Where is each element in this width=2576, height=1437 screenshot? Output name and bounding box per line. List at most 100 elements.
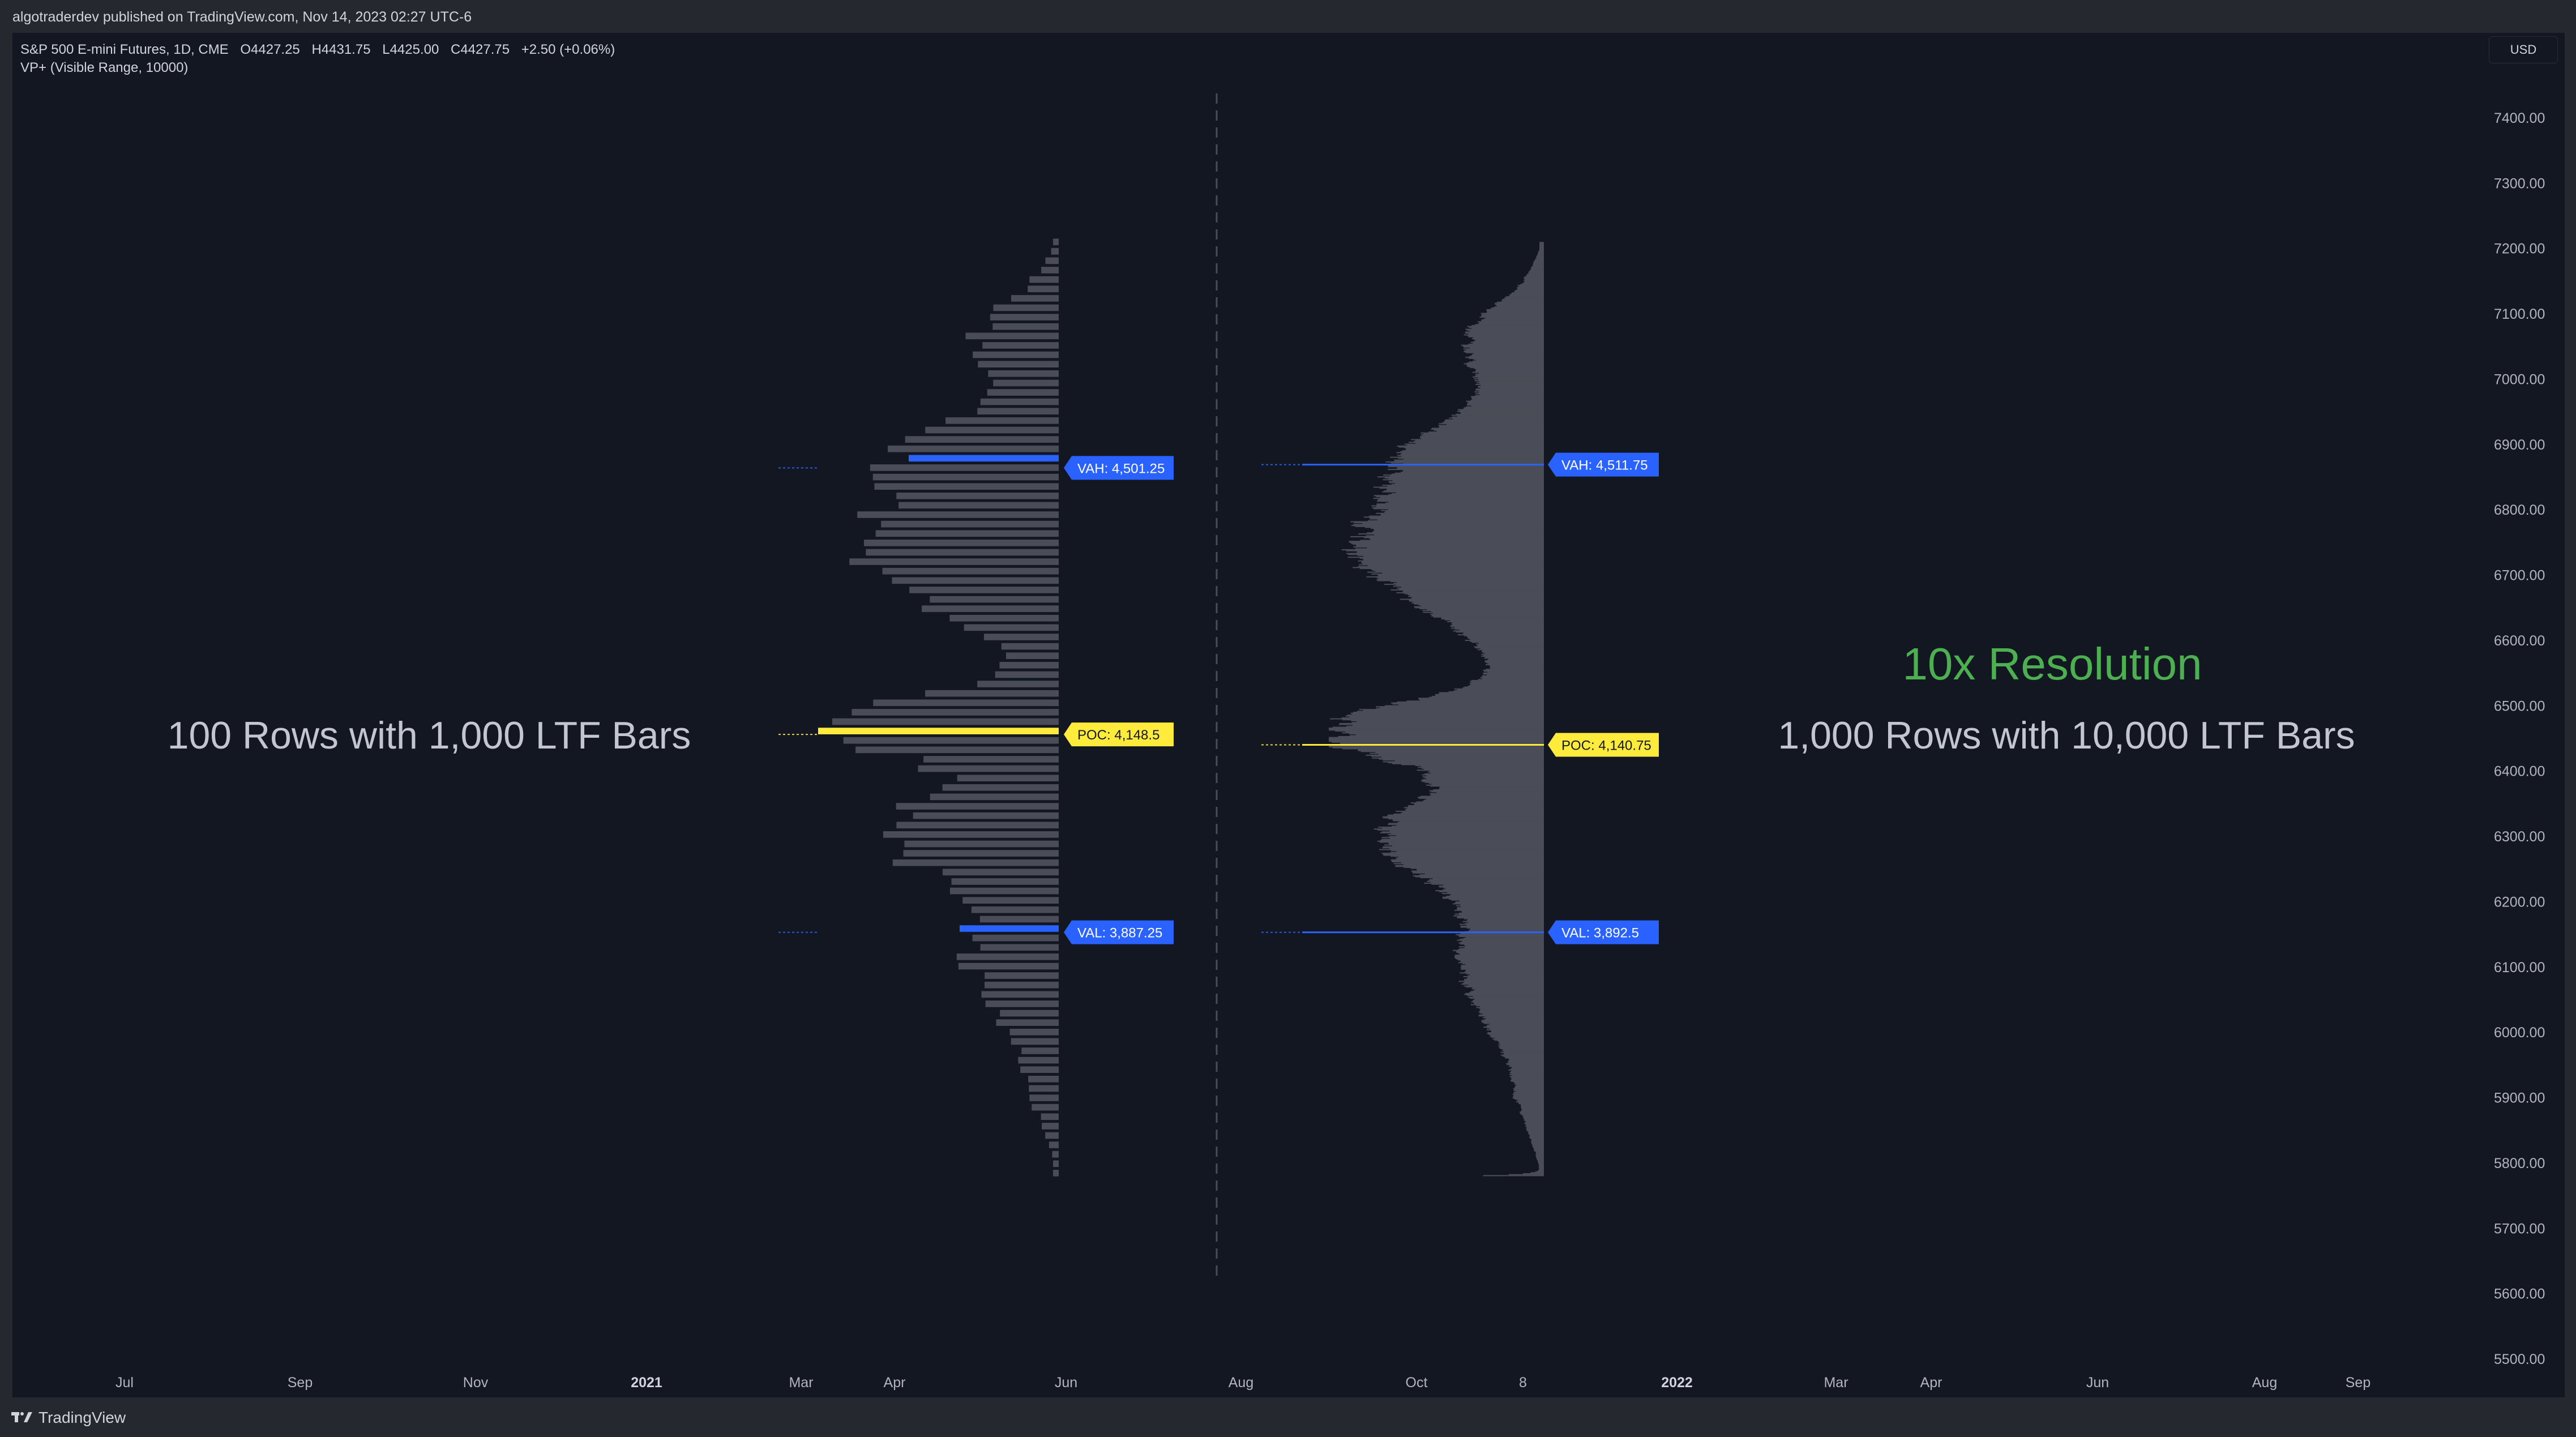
volume-bar — [1468, 333, 1544, 335]
volume-bar — [1053, 1170, 1059, 1177]
volume-bar — [1461, 344, 1544, 346]
volume-bar — [1359, 557, 1544, 559]
volume-bar — [1396, 810, 1544, 812]
volume-bar — [1420, 796, 1544, 797]
volume-bar — [1483, 1175, 1544, 1177]
volume-bar — [1383, 761, 1544, 763]
attribution-text: algotraderdev published on TradingView.c… — [12, 9, 472, 25]
volume-bar — [1509, 1059, 1544, 1060]
volume-bar — [1469, 685, 1544, 686]
volume-bar — [1000, 1010, 1059, 1017]
volume-bar — [1498, 1045, 1544, 1047]
volume-bar — [1526, 1128, 1544, 1130]
volume-bar — [990, 314, 1059, 320]
volume-bar — [1422, 768, 1544, 769]
volume-bar — [1029, 1094, 1059, 1101]
volume-bar — [1522, 1116, 1544, 1118]
volume-bar — [1539, 1168, 1544, 1170]
volume-bar — [1538, 1169, 1544, 1171]
volume-bar — [1500, 1044, 1544, 1046]
volume-bar — [1475, 370, 1544, 371]
volume-bar — [1396, 835, 1544, 836]
volume-bar — [1465, 993, 1544, 994]
volume-bar — [1422, 800, 1544, 802]
volume-bar — [1513, 1088, 1544, 1089]
volume-bar — [1465, 328, 1544, 330]
volume-bar — [1456, 951, 1544, 952]
volume-bar — [1388, 842, 1544, 844]
volume-bar — [1457, 689, 1544, 691]
volume-bar — [1470, 400, 1544, 401]
volume-bar — [1529, 1135, 1544, 1136]
volume-bar — [1521, 1110, 1544, 1112]
volume-bar — [1482, 678, 1544, 679]
symbol-legend[interactable]: S&P 500 E-mini Futures, 1D, CME O4427.25… — [20, 42, 615, 58]
tradingview-logo-icon[interactable] — [11, 1409, 34, 1426]
volume-bar — [1491, 1031, 1544, 1033]
volume-bar — [903, 850, 1059, 857]
volume-bar — [1471, 679, 1544, 681]
volume-bar — [1435, 694, 1544, 695]
volume-bar — [1532, 1145, 1544, 1147]
volume-bar — [1483, 672, 1544, 674]
val-tag — [1064, 920, 1174, 944]
volume-bar — [1487, 672, 1544, 673]
volume-bar — [1500, 1051, 1544, 1053]
brand-name[interactable]: TradingView — [38, 1409, 126, 1426]
chart-pane[interactable] — [12, 33, 2565, 1397]
volume-bar — [1468, 997, 1544, 998]
volume-bar — [1430, 793, 1544, 794]
volume-bar — [1470, 683, 1544, 685]
volume-bar — [996, 1019, 1059, 1026]
volume-bar — [1411, 439, 1544, 440]
volume-bar — [1525, 1125, 1544, 1127]
volume-bar — [1464, 350, 1544, 352]
poc-tag — [1548, 733, 1659, 757]
volume-bar — [1363, 516, 1544, 518]
volume-bar — [1390, 456, 1544, 458]
volume-bar — [1373, 498, 1544, 499]
volume-bar — [1045, 257, 1059, 264]
volume-bar — [1389, 482, 1544, 484]
volume-bar — [1470, 928, 1544, 930]
volume-bar — [1377, 476, 1544, 478]
volume-bar — [1424, 773, 1544, 775]
volume-bar — [1531, 1138, 1544, 1140]
volume-bar — [1471, 682, 1544, 683]
volume-bar — [1504, 1056, 1544, 1058]
volume-bar — [1484, 656, 1544, 658]
volume-bar — [1381, 853, 1544, 854]
volume-bar — [1356, 544, 1544, 546]
volume-bar — [1462, 940, 1544, 942]
y-axis-label: 7000.00 — [2494, 371, 2545, 387]
volume-bar — [1503, 1050, 1544, 1052]
volume-bar — [892, 859, 1059, 866]
volume-bar — [1526, 1127, 1544, 1129]
volume-bar — [1396, 857, 1544, 859]
volume-bar — [1355, 525, 1544, 527]
volume-bar — [1389, 848, 1544, 849]
volume-bar — [1496, 304, 1544, 306]
volume-bar — [1464, 363, 1544, 365]
volume-bar — [1454, 902, 1544, 904]
footer-bar — [0, 1397, 2576, 1437]
volume-bar — [1360, 540, 1544, 541]
volume-bar — [1045, 1132, 1059, 1139]
volume-bar — [1358, 749, 1544, 751]
indicator-legend[interactable]: VP+ (Visible Range, 10000) — [20, 60, 188, 76]
volume-bar — [1471, 327, 1544, 330]
volume-bar — [1383, 479, 1544, 481]
volume-bar — [1464, 980, 1544, 981]
volume-bar — [1413, 872, 1544, 874]
volume-bar — [1479, 381, 1544, 383]
volume-bar — [1538, 251, 1544, 253]
volume-bar — [1497, 1040, 1544, 1042]
volume-bar — [1380, 497, 1544, 498]
currency-button[interactable]: USD — [2489, 36, 2558, 63]
volume-bar — [1383, 853, 1544, 855]
volume-bar — [1468, 344, 1544, 345]
volume-bar — [1518, 1103, 1544, 1105]
volume-bar — [1388, 823, 1544, 824]
volume-bar — [896, 822, 1059, 829]
